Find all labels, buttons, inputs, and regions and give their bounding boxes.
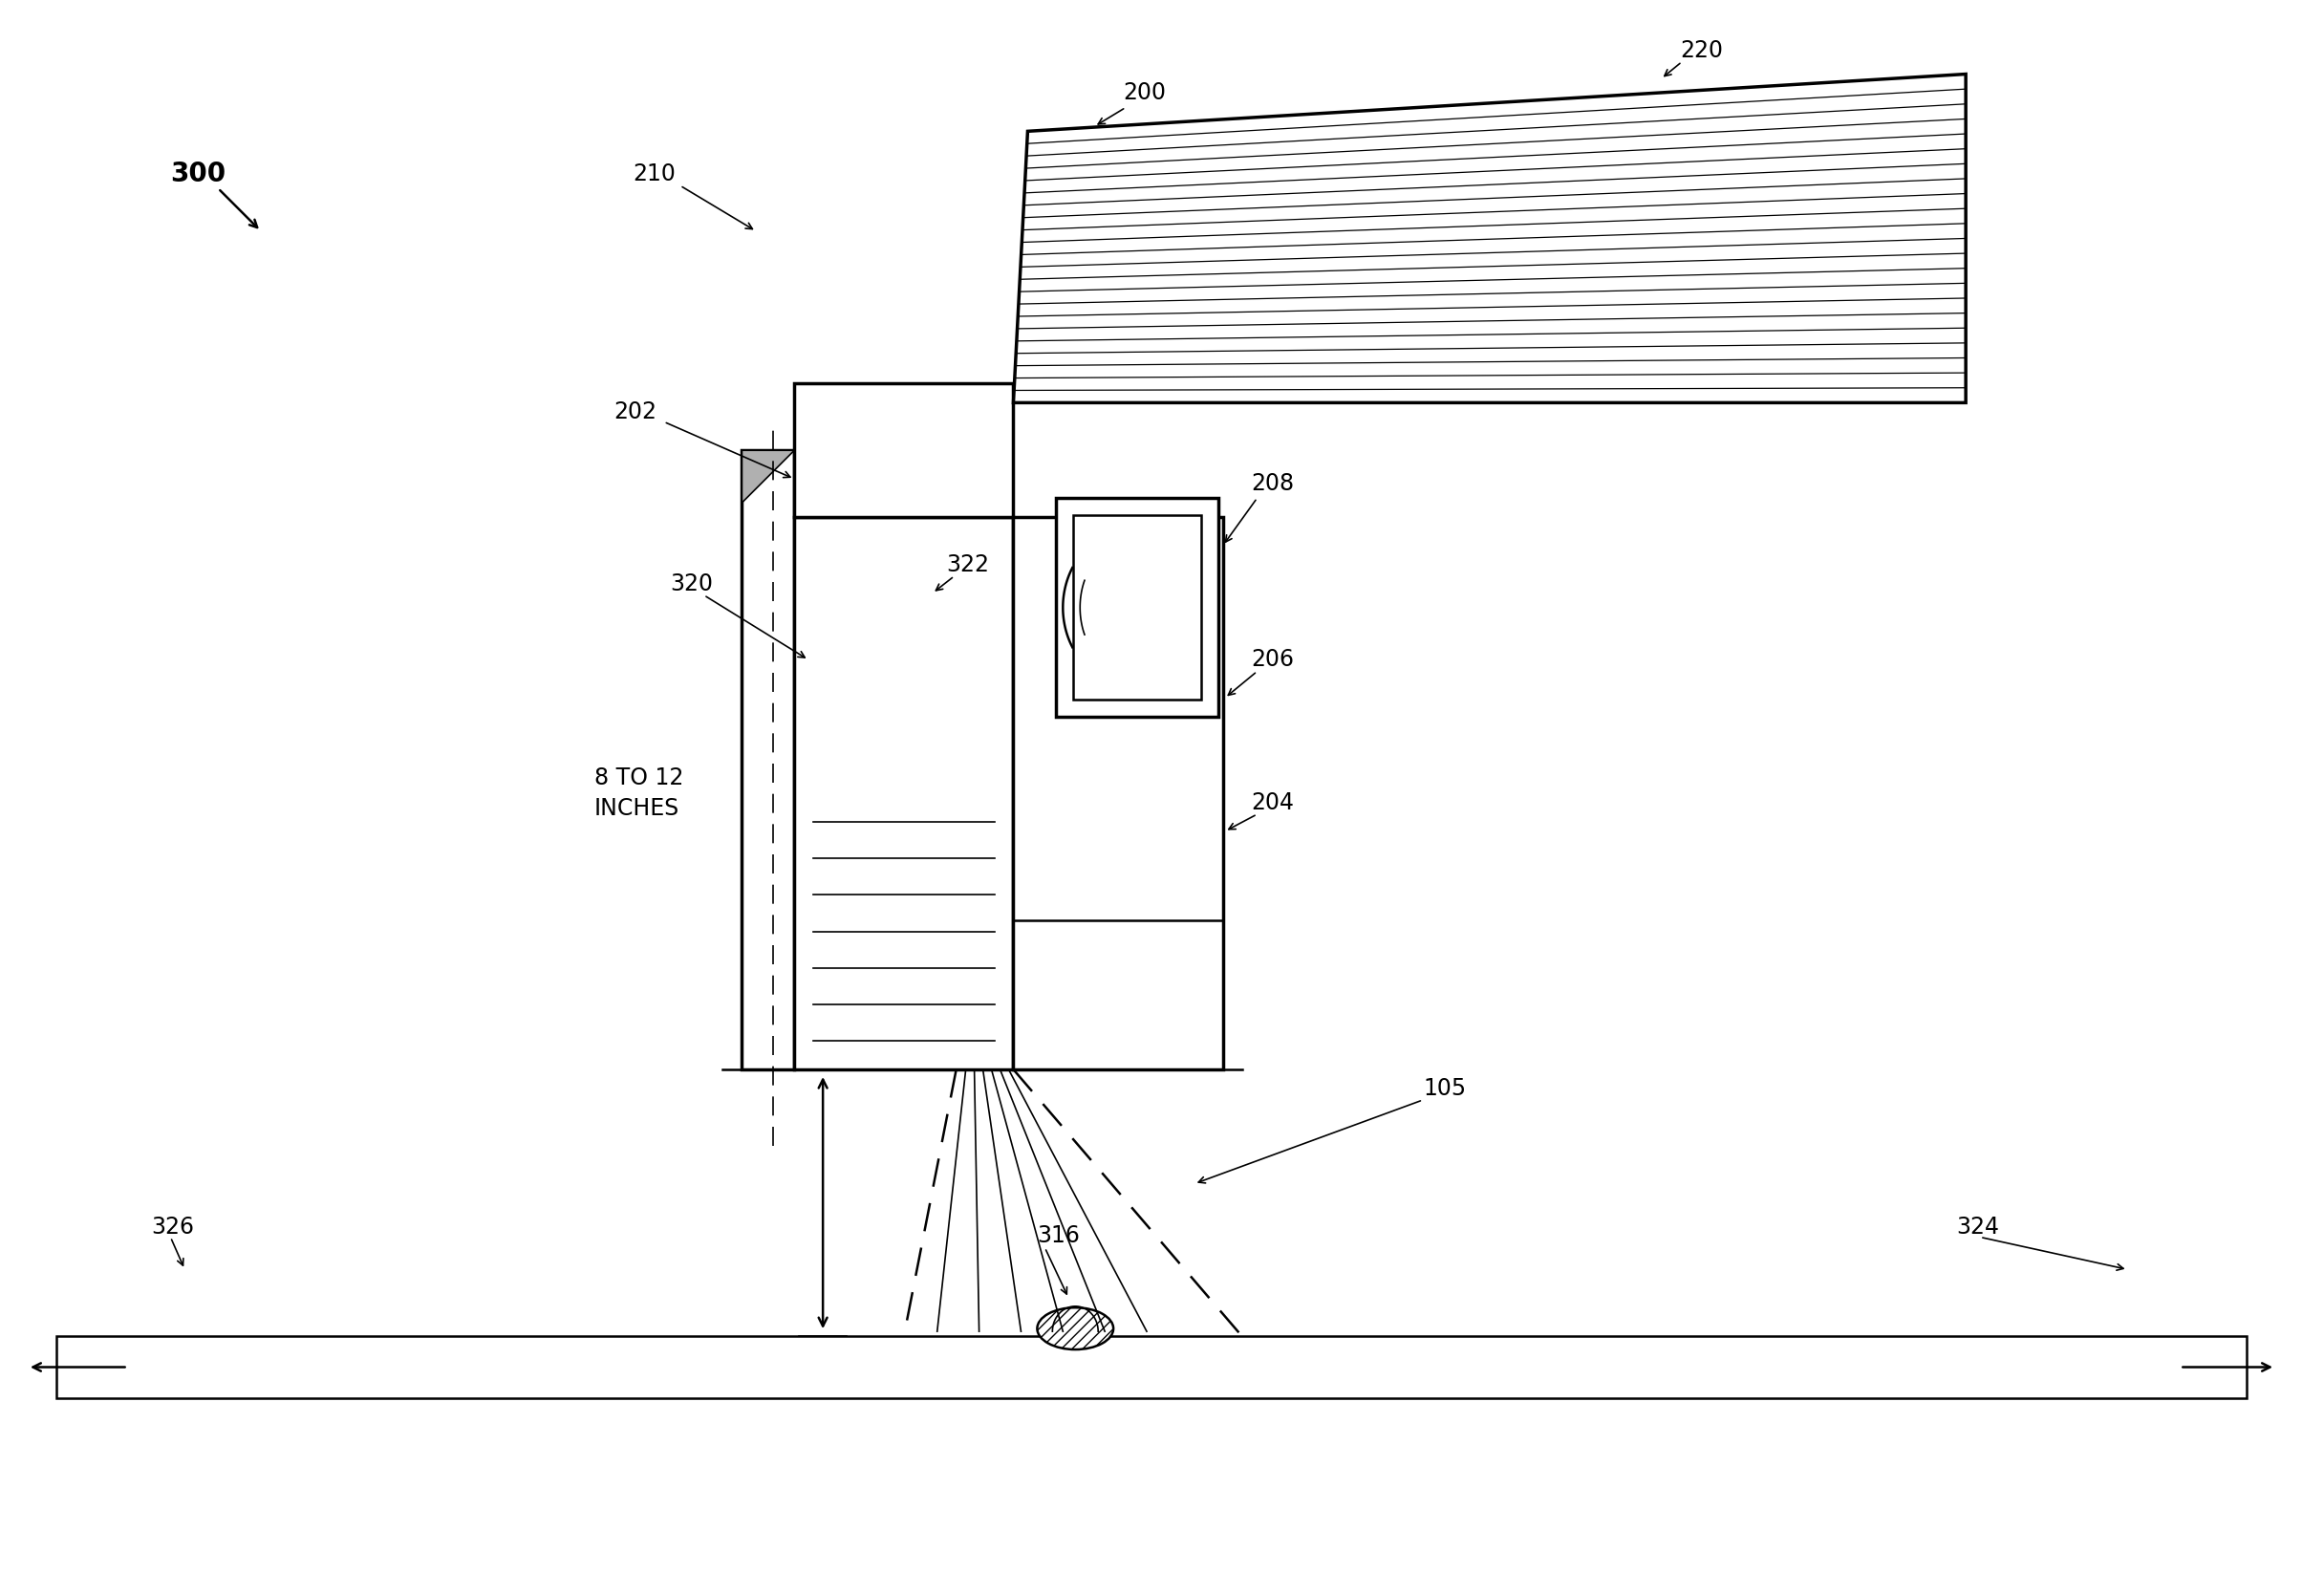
Text: 322: 322 bbox=[946, 554, 990, 576]
Text: 320: 320 bbox=[670, 573, 714, 595]
Text: 208: 208 bbox=[1252, 472, 1294, 495]
Text: 105: 105 bbox=[1423, 1077, 1466, 1100]
Text: 220: 220 bbox=[1680, 38, 1724, 62]
FancyBboxPatch shape bbox=[794, 383, 1013, 517]
Ellipse shape bbox=[1038, 1307, 1114, 1350]
Text: 204: 204 bbox=[1252, 792, 1294, 814]
Text: 8 TO 12
INCHES: 8 TO 12 INCHES bbox=[594, 766, 684, 820]
Text: 206: 206 bbox=[1252, 648, 1294, 672]
Text: 316: 316 bbox=[1038, 1224, 1080, 1248]
Text: 200: 200 bbox=[1123, 81, 1165, 105]
Text: 202: 202 bbox=[612, 401, 656, 423]
Polygon shape bbox=[1013, 73, 1966, 402]
FancyBboxPatch shape bbox=[55, 1336, 2247, 1398]
Text: 300: 300 bbox=[170, 161, 226, 187]
Text: 210: 210 bbox=[633, 163, 674, 185]
FancyBboxPatch shape bbox=[1057, 498, 1218, 717]
Text: 324: 324 bbox=[1957, 1215, 1998, 1238]
FancyBboxPatch shape bbox=[1013, 517, 1222, 1069]
Polygon shape bbox=[741, 450, 794, 503]
FancyBboxPatch shape bbox=[741, 450, 794, 1069]
Text: 326: 326 bbox=[152, 1215, 193, 1238]
FancyBboxPatch shape bbox=[1073, 516, 1202, 701]
FancyBboxPatch shape bbox=[794, 517, 1013, 1069]
